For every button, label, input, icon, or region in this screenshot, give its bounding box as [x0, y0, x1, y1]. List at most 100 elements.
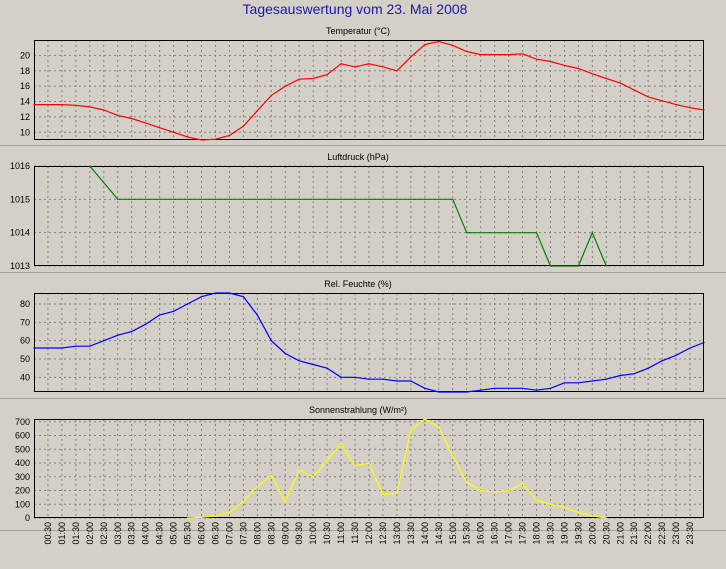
x-tick-label: 10:00 [308, 522, 318, 545]
x-tick-label: 17:30 [518, 522, 528, 545]
x-tick-label: 19:30 [573, 522, 583, 545]
data-point [452, 44, 454, 46]
x-tick-label: 03:30 [127, 522, 137, 545]
data-point [242, 125, 244, 127]
x-tick-label: 03:00 [113, 522, 123, 545]
data-point [186, 517, 189, 519]
x-tick-label: 21:30 [629, 522, 639, 545]
data-point [117, 334, 119, 336]
data-point [494, 491, 496, 493]
data-point [703, 341, 705, 344]
data-point [480, 389, 482, 391]
y-tick-label: 14 [20, 97, 30, 107]
x-tick-label: 12:30 [378, 522, 388, 545]
data-point [452, 198, 454, 200]
data-point [605, 517, 607, 519]
x-tick-label: 22:00 [643, 522, 653, 545]
data-point [605, 265, 607, 267]
chart-panel-4: Sonnenstrahlung (W/m²) 0 100 200 300 400 500 60… [0, 405, 726, 531]
x-tick-label: 06:30 [210, 522, 220, 545]
data-point [466, 481, 468, 483]
data-point [689, 107, 691, 109]
data-point [270, 340, 272, 342]
data-point [340, 376, 342, 378]
data-point [256, 485, 258, 487]
data-point [480, 489, 482, 492]
data-point [326, 74, 328, 76]
data-point [661, 100, 663, 102]
y-tick-label: 16 [20, 81, 30, 91]
data-point [298, 469, 300, 471]
chart-title: Temperatur (°C) [326, 26, 390, 36]
data-point [270, 94, 272, 96]
data-point [131, 330, 133, 333]
data-point [103, 340, 105, 342]
plot-frame [34, 166, 704, 266]
data-point [33, 347, 35, 349]
data-point [535, 389, 538, 391]
data-point [228, 511, 231, 514]
data-point [452, 455, 454, 457]
data-point [563, 64, 566, 66]
data-point [535, 58, 538, 60]
data-point [382, 66, 384, 68]
data-point [145, 323, 147, 325]
data-point [591, 232, 593, 234]
data-point [200, 139, 203, 141]
data-point [507, 489, 510, 492]
y-tick-label: 1014 [10, 228, 30, 238]
data-point [480, 54, 482, 56]
chart-panel-3: Rel. Feuchte (%) 40 50 60 70 80 [0, 279, 726, 399]
x-tick-label: 06:00 [197, 522, 207, 545]
x-tick-label: 23:30 [685, 522, 695, 545]
data-point [466, 391, 468, 393]
plot-frame [34, 40, 704, 140]
data-point [577, 511, 579, 514]
x-tick-label: 18:30 [545, 522, 555, 545]
x-tick-label: 19:00 [559, 522, 569, 545]
plot-area [34, 419, 704, 518]
x-tick-label: 07:30 [238, 522, 248, 545]
y-tick-label: 18 [20, 66, 30, 76]
x-tick-label: 02:30 [99, 522, 109, 545]
x-tick-label: 02:00 [85, 522, 95, 545]
data-point [605, 77, 607, 80]
x-tick-label: 13:30 [406, 522, 416, 545]
data-point [284, 85, 286, 87]
data-point [312, 77, 314, 80]
data-point [521, 53, 524, 55]
data-point [284, 352, 286, 355]
data-point [312, 363, 314, 366]
data-point [326, 367, 328, 369]
data-point [424, 44, 426, 46]
data-point [438, 391, 440, 393]
data-point [61, 347, 63, 349]
x-tick-label: 04:30 [155, 522, 165, 545]
data-point [452, 391, 454, 393]
data-point [577, 382, 579, 384]
data-point [549, 503, 552, 505]
data-point [312, 476, 314, 478]
data-point [591, 73, 593, 75]
data-point [200, 516, 203, 518]
x-tick-label: 04:00 [141, 522, 151, 545]
data-point [340, 63, 342, 65]
main-title: Tagesauswertung vom 23. Mai 2008 [243, 1, 468, 17]
data-point [507, 387, 510, 389]
y-tick-label: 400 [15, 458, 30, 468]
data-point [535, 232, 538, 234]
data-point [103, 109, 105, 111]
data-point [494, 54, 496, 56]
data-point [549, 265, 552, 267]
x-tick-label: 05:30 [183, 522, 193, 545]
data-point [549, 387, 552, 389]
data-point [396, 380, 398, 382]
data-point [396, 492, 398, 494]
data-point [89, 165, 91, 167]
y-tick-label: 700 [15, 417, 30, 427]
data-point [424, 387, 426, 389]
x-tick-label: 14:30 [434, 522, 444, 545]
data-point [591, 515, 593, 517]
data-point [591, 380, 593, 382]
